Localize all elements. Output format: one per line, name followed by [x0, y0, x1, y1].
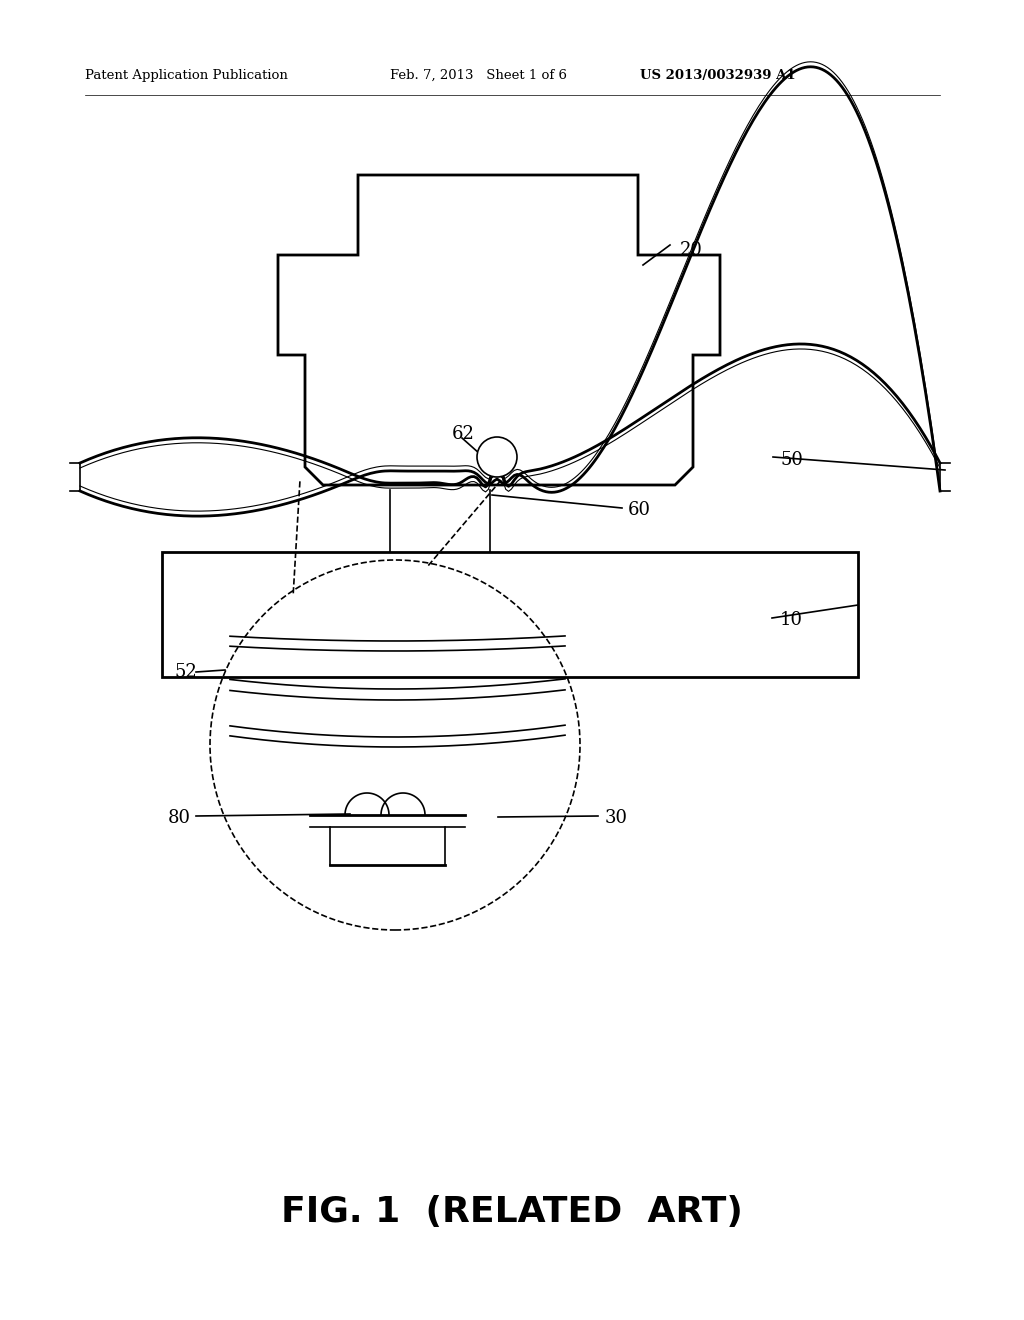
Text: 60: 60	[628, 502, 651, 519]
Text: 50: 50	[780, 451, 803, 469]
Circle shape	[477, 437, 517, 477]
Polygon shape	[278, 176, 720, 484]
Text: Patent Application Publication: Patent Application Publication	[85, 69, 288, 82]
Text: 10: 10	[780, 611, 803, 630]
Text: FIG. 1  (RELATED  ART): FIG. 1 (RELATED ART)	[281, 1195, 743, 1229]
Text: US 2013/0032939 A1: US 2013/0032939 A1	[640, 69, 796, 82]
Text: 52: 52	[175, 663, 198, 681]
Text: Feb. 7, 2013   Sheet 1 of 6: Feb. 7, 2013 Sheet 1 of 6	[390, 69, 567, 82]
Text: 62: 62	[452, 425, 475, 444]
Bar	[162, 552, 858, 677]
Text: 80: 80	[168, 809, 191, 828]
Text: 30: 30	[605, 809, 628, 828]
Text: 20: 20	[680, 242, 702, 259]
